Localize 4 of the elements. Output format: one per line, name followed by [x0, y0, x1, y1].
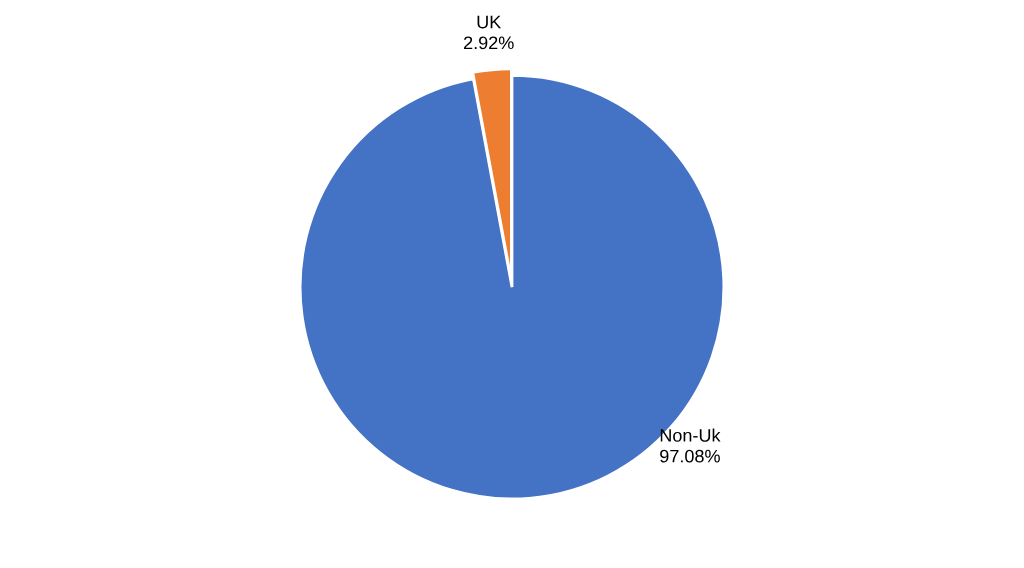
slice-label: UK	[477, 15, 502, 29]
data-label: 2.92%	[464, 36, 514, 50]
data-label: 97.08%	[660, 449, 720, 463]
slice-label: Non-Uk	[660, 428, 721, 442]
